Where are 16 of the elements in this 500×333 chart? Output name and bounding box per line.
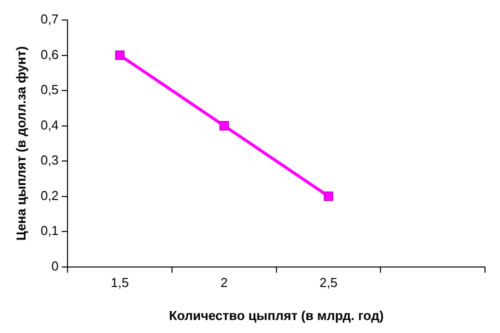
y-tick-label: 0,1	[40, 223, 59, 238]
y-tick-label: 0,4	[40, 117, 59, 132]
point	[115, 50, 125, 60]
x-tick-label: 1,5	[110, 275, 129, 290]
point	[219, 121, 229, 131]
y-tick-label: 0,2	[40, 188, 59, 203]
y-tick-label: 0,3	[40, 152, 59, 168]
x-tick-label: 2	[220, 275, 228, 290]
x-tick-label: 2,5	[319, 275, 338, 290]
y-tick-label: 0,5	[40, 82, 59, 98]
y-tick-label: 0,7	[40, 12, 59, 27]
x-axis-title: Количество цыплят (в млрд. год)	[169, 308, 384, 323]
y-tick-label: 0	[51, 258, 59, 274]
point	[324, 192, 334, 202]
y-tick-label: 0,6	[40, 46, 59, 62]
y-axis-title: Цена цыплят (в долл.за фунт)	[13, 46, 28, 241]
